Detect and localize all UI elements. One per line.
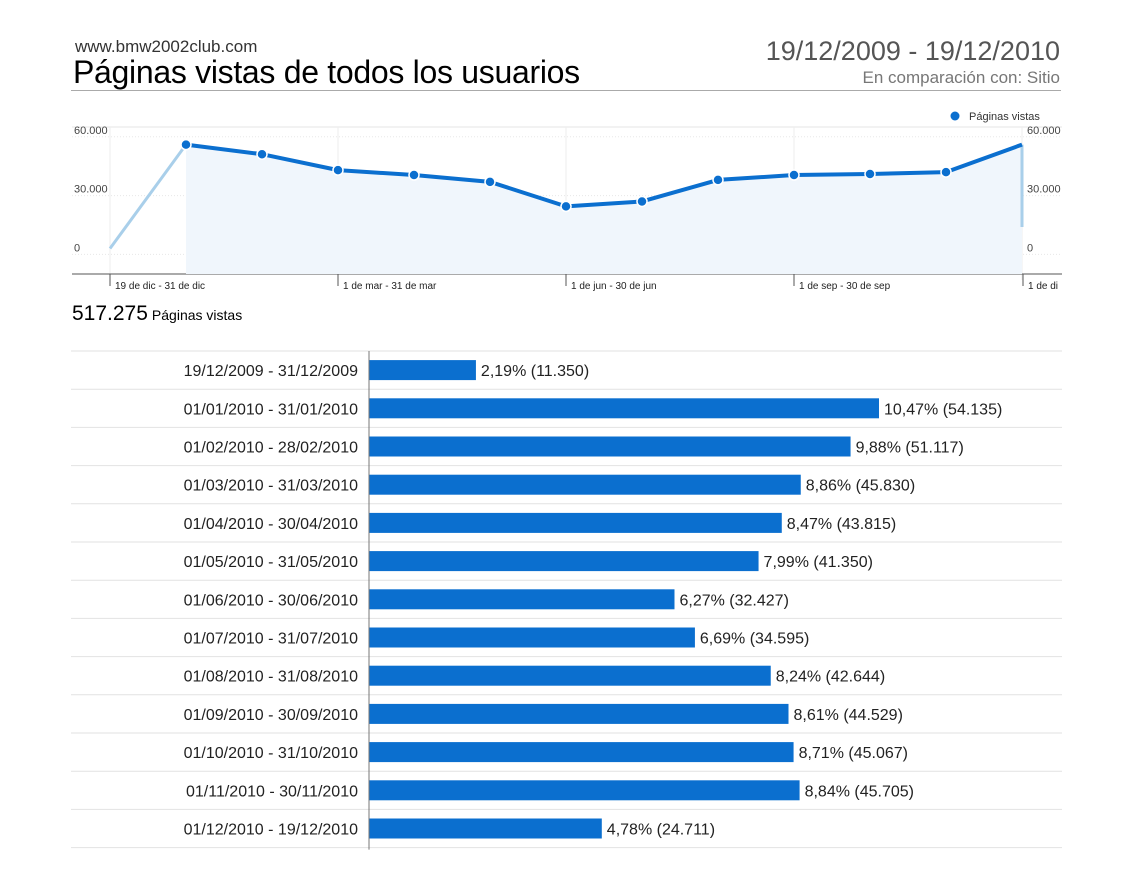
x-tick-label: 1 de jun - 30 de jun xyxy=(571,281,657,292)
category-label: 01/10/2010 - 31/10/2010 xyxy=(184,745,358,762)
page-title: Páginas vistas de todos los usuarios xyxy=(73,54,580,90)
data-point[interactable] xyxy=(636,195,648,208)
category-label: 01/08/2010 - 31/08/2010 xyxy=(184,669,358,686)
bar-value-label: 8,84% (45.705) xyxy=(805,783,914,800)
legend-label: Páginas vistas xyxy=(969,111,1040,123)
series-line-paginas-vistas xyxy=(185,142,1023,209)
y-tick-label-right: 0 xyxy=(1027,242,1033,254)
header-divider xyxy=(71,90,1061,91)
bar-value-label: 2,19% (11.350) xyxy=(481,363,589,380)
x-tick-label: 1 de mar - 31 de mar xyxy=(343,281,437,292)
bar[interactable] xyxy=(369,780,800,801)
site-url: www.bmw2002club.com xyxy=(75,37,258,56)
bar[interactable] xyxy=(369,703,789,724)
bar[interactable] xyxy=(369,742,794,763)
legend-marker xyxy=(950,111,960,121)
data-point[interactable] xyxy=(712,174,724,186)
bar-value-label: 8,47% (43.815) xyxy=(787,516,896,533)
data-point[interactable] xyxy=(560,200,572,213)
bar-value-label: 8,24% (42.644) xyxy=(776,669,885,686)
data-point[interactable] xyxy=(788,169,800,181)
y-tick-label-left: 30.000 xyxy=(74,184,108,196)
comparison-label: En comparación con: Sitio xyxy=(862,68,1061,87)
data-point[interactable] xyxy=(484,176,496,188)
total-value: 517.275 xyxy=(72,302,148,325)
bar[interactable] xyxy=(369,512,782,533)
y-tick-label-right: 60.000 xyxy=(1027,125,1061,137)
total-label: Páginas vistas xyxy=(151,307,243,323)
bar[interactable] xyxy=(369,818,602,839)
bar-value-label: 8,86% (45.830) xyxy=(806,478,915,495)
bar-value-label: 10,47% (54.135) xyxy=(884,401,1002,418)
data-point[interactable] xyxy=(256,148,268,160)
category-label: 01/07/2010 - 31/07/2010 xyxy=(184,631,358,648)
category-label: 19/12/2009 - 31/12/2009 xyxy=(184,363,358,380)
bar[interactable] xyxy=(369,360,476,381)
category-label: 01/11/2010 - 30/11/2010 xyxy=(186,783,358,800)
bar-value-label: 6,69% (34.595) xyxy=(700,631,809,648)
bar-value-label: 8,71% (45.067) xyxy=(799,745,908,762)
bar[interactable] xyxy=(369,474,801,495)
category-label: 01/06/2010 - 30/06/2010 xyxy=(184,592,358,609)
bar[interactable] xyxy=(369,589,675,610)
y-tick-label-left: 0 xyxy=(74,242,80,254)
x-tick-label: 19 de dic - 31 de dic xyxy=(115,281,205,292)
bar[interactable] xyxy=(369,436,851,457)
bar[interactable] xyxy=(369,665,771,686)
series-lead-in xyxy=(108,143,188,250)
category-label: 01/02/2010 - 28/02/2010 xyxy=(184,440,358,457)
category-label: 01/12/2010 - 19/12/2010 xyxy=(184,822,358,839)
bar[interactable] xyxy=(369,551,759,572)
category-label: 01/09/2010 - 30/09/2010 xyxy=(184,707,358,724)
bar-value-label: 9,88% (51.117) xyxy=(856,440,964,457)
bar[interactable] xyxy=(369,627,695,648)
data-point[interactable] xyxy=(940,166,952,178)
line-chart: 60.000 60.000 30.000 30.000 0 0 19 de dic - 31… xyxy=(72,111,1062,292)
bar-value-label: 4,78% (24.711) xyxy=(607,822,715,839)
x-tick-label: 1 de sep - 30 de sep xyxy=(799,281,891,292)
data-point[interactable] xyxy=(180,138,192,151)
category-label: 01/05/2010 - 31/05/2010 xyxy=(184,554,358,571)
y-tick-label-left: 60.000 xyxy=(74,125,108,137)
data-point[interactable] xyxy=(864,168,876,180)
total-summary: 517.275 Páginas vistas xyxy=(72,302,242,326)
category-label: 01/04/2010 - 30/04/2010 xyxy=(184,516,358,533)
category-label: 01/03/2010 - 31/03/2010 xyxy=(184,478,358,495)
category-label: 01/01/2010 - 31/01/2010 xyxy=(184,401,358,418)
data-point[interactable] xyxy=(408,169,420,181)
y-tick-label-right: 30.000 xyxy=(1027,184,1061,196)
date-range[interactable]: 19/12/2009 - 19/12/2010 xyxy=(765,36,1060,66)
x-tick-label: 1 de di xyxy=(1028,281,1058,292)
bar-value-label: 6,27% (32.427) xyxy=(679,592,788,609)
bar-value-label: 7,99% (41.350) xyxy=(764,554,873,571)
series-area xyxy=(186,144,1022,274)
bar-value-label: 8,61% (44.529) xyxy=(794,707,903,724)
data-point[interactable] xyxy=(332,164,344,176)
bar[interactable] xyxy=(369,398,879,419)
